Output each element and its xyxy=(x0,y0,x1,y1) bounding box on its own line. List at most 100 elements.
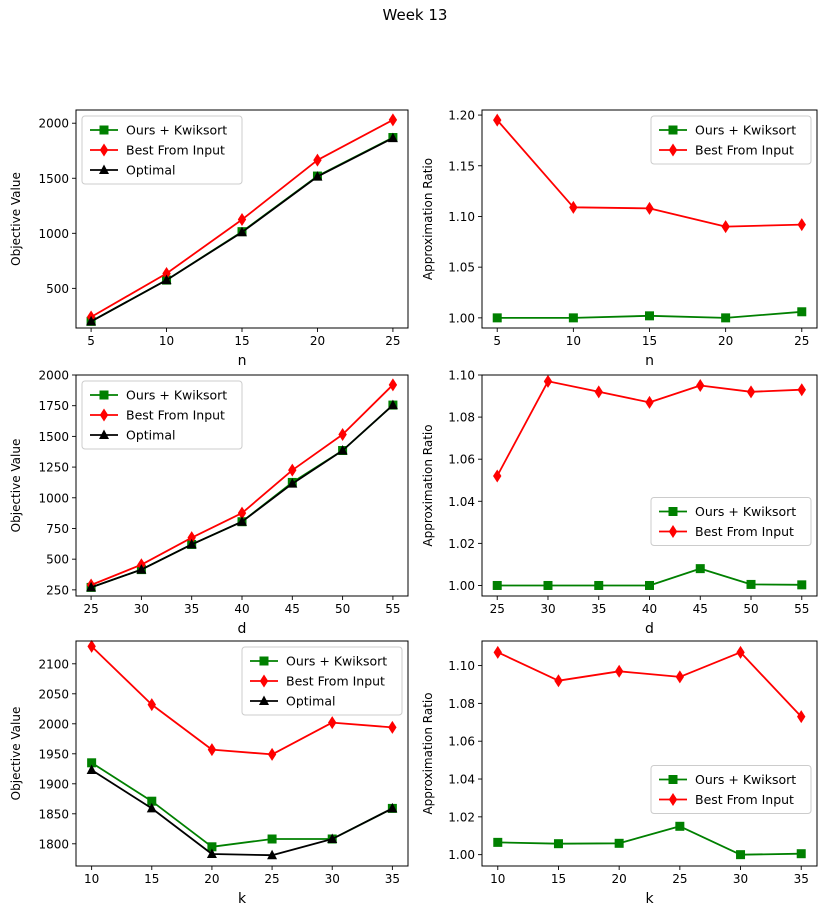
data-point xyxy=(86,315,97,326)
data-point xyxy=(492,313,502,323)
legend: Ours + Kwiksort Best From Input Optimal xyxy=(81,380,243,450)
x-tick-label: 35 xyxy=(591,602,606,616)
data-point xyxy=(614,838,624,848)
x-tick-label: 20 xyxy=(718,334,733,348)
plot-frame xyxy=(481,374,818,597)
legend-marker xyxy=(259,674,269,688)
data-point xyxy=(87,639,96,653)
x-tick-label: 40 xyxy=(234,602,249,616)
x-tick-label: 10 xyxy=(566,334,581,348)
y-tick-label: 1750 xyxy=(38,399,69,413)
legend-marker xyxy=(99,143,109,157)
legend-marker xyxy=(99,429,109,439)
legend-marker xyxy=(668,775,678,784)
y-tick-label: 1.02 xyxy=(448,810,475,824)
figure-title: Week 13 xyxy=(382,6,448,24)
x-tick-label: 35 xyxy=(794,872,809,886)
y-tick-label: 1.06 xyxy=(448,735,475,749)
data-point xyxy=(237,213,247,227)
data-point xyxy=(736,645,745,659)
data-point xyxy=(543,580,553,590)
x-tick-label: 10 xyxy=(159,334,174,348)
chart-panel-3: 25 30 35 40 45 50 55 250 500 750 1000 1250 1500 1750 2… xyxy=(9,369,409,637)
data-point xyxy=(554,674,563,688)
legend-label: Best From Input xyxy=(126,143,225,158)
legend-marker xyxy=(668,507,678,516)
x-tick-label: 50 xyxy=(743,602,758,616)
y-tick-label: 2000 xyxy=(38,369,69,383)
y-tick-label: 250 xyxy=(46,583,69,597)
data-point xyxy=(569,200,578,214)
data-point xyxy=(313,153,322,167)
legend-label: Ours + Kwiksort xyxy=(695,772,796,787)
data-point xyxy=(645,201,654,215)
series-line-3 xyxy=(91,769,393,857)
legend: Ours + Kwiksort Best From Input xyxy=(650,765,812,814)
data-point xyxy=(614,664,624,678)
data-point xyxy=(312,171,323,181)
y-axis-label: Approximation Ratio xyxy=(421,424,435,546)
data-point xyxy=(337,445,348,455)
y-tick-label: 500 xyxy=(46,282,69,296)
y-tick-label: 1.10 xyxy=(448,369,475,383)
legend-label: Best From Input xyxy=(695,524,794,539)
chart-panel-1: 5 10 15 20 25 500 1000 1500 2000 n Objective Value… xyxy=(9,109,409,369)
data-point xyxy=(645,580,654,590)
data-point xyxy=(287,478,298,488)
data-point xyxy=(746,385,756,399)
data-point xyxy=(186,538,197,549)
data-point xyxy=(136,564,147,574)
y-tick-label: 1800 xyxy=(38,837,69,851)
data-point xyxy=(387,399,398,410)
y-axis-label: Objective Value xyxy=(9,707,23,801)
data-point xyxy=(675,821,685,831)
legend: Ours + Kwiksort Best From Input Optimal xyxy=(81,115,243,185)
data-point xyxy=(797,218,806,232)
chart-panel-6: 10 15 20 25 30 35 1.00 1.02 1.04 1.06 1.08 1.10 k App… xyxy=(421,640,818,907)
legend: Ours + Kwiksort Best From Input xyxy=(650,115,812,165)
x-tick-label: 30 xyxy=(540,602,555,616)
data-point xyxy=(721,313,731,323)
x-tick-label: 45 xyxy=(285,602,300,616)
legend-marker xyxy=(668,143,678,157)
data-point xyxy=(187,531,196,545)
legend-label: Optimal xyxy=(126,428,175,443)
legend-label: Ours + Kwiksort xyxy=(695,123,796,138)
legend-label: Ours + Kwiksort xyxy=(286,654,387,669)
data-point xyxy=(746,579,756,589)
y-tick-label: 1000 xyxy=(38,227,69,241)
legend-label: Optimal xyxy=(126,163,175,178)
data-point xyxy=(267,849,278,860)
data-point xyxy=(207,743,217,757)
y-axis-label: Approximation Ratio xyxy=(421,158,435,280)
plot-frame xyxy=(481,640,818,867)
y-axis-label: Approximation Ratio xyxy=(421,692,435,814)
data-point xyxy=(797,710,806,724)
data-point xyxy=(147,796,157,806)
x-tick-label: 15 xyxy=(642,334,657,348)
data-point xyxy=(387,132,398,143)
x-tick-label: 30 xyxy=(134,602,149,616)
data-point xyxy=(328,716,337,730)
legend-marker xyxy=(668,125,678,135)
x-tick-label: 25 xyxy=(385,334,400,348)
data-point xyxy=(594,580,604,590)
x-tick-label: 15 xyxy=(551,872,566,886)
y-tick-label: 1.10 xyxy=(448,210,475,224)
legend-marker xyxy=(668,793,678,806)
x-tick-label: 55 xyxy=(385,602,400,616)
plot-frame xyxy=(75,374,409,597)
y-tick-label: 1.08 xyxy=(448,697,475,711)
legend-marker xyxy=(99,125,109,135)
legend-marker xyxy=(259,656,269,666)
y-tick-label: 500 xyxy=(46,553,69,567)
y-axis-label: Objective Value xyxy=(9,172,23,266)
x-tick-label: 40 xyxy=(642,602,657,616)
chart-panel-2: 5 10 15 20 25 1.00 1.05 1.10 1.15 1.20 n Approximat… xyxy=(421,109,818,369)
y-tick-label: 1.08 xyxy=(448,411,475,425)
data-point xyxy=(645,395,654,409)
data-point xyxy=(338,428,347,442)
data-point xyxy=(161,274,172,285)
legend-box xyxy=(81,115,243,185)
